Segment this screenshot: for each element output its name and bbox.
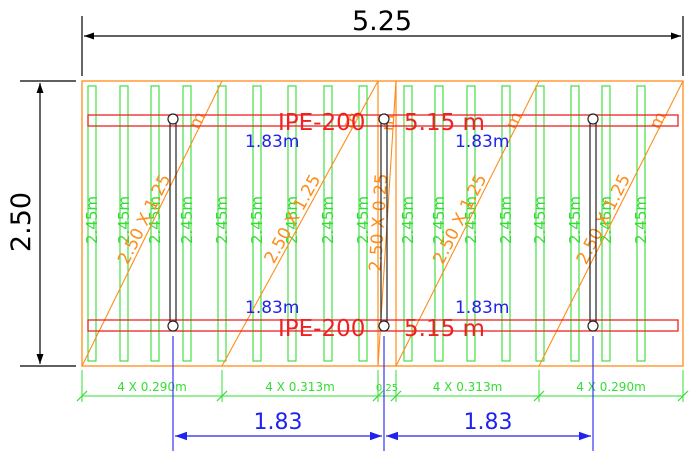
plank [287, 85, 297, 362]
panel-diagonal [221, 80, 379, 367]
plank-length-label: 2.45m [531, 196, 549, 244]
overall-height-label: 2.50 [6, 192, 37, 252]
support-pin [587, 113, 599, 125]
plank [150, 85, 160, 362]
support-pin [167, 113, 179, 125]
plank-length-label: 2.45m [283, 196, 301, 244]
plank [601, 85, 611, 362]
plank [403, 85, 413, 362]
plank-length-label: 2.45m [248, 196, 266, 244]
panel-diagonal [395, 80, 540, 367]
overall-width-dimension: 5.25 [81, 6, 684, 76]
support-spacing-dimension: 1.83 1.83 [172, 336, 594, 451]
support-spacing-label: 1.83 [254, 410, 303, 435]
support-spacing-label: 1.83 [464, 410, 513, 435]
top-beam-length: 5.15 m [404, 110, 485, 136]
segment-dimension-label: 4 X 0.313m [265, 380, 335, 394]
panel-size-label: 2.50 X 1.25 [261, 171, 326, 267]
plank-length-label: 2.45m [399, 196, 417, 244]
plank [182, 85, 192, 362]
spacing-label-bottom-left: 1.83m [245, 298, 299, 318]
panel-diagonal [81, 80, 223, 367]
segment-dimension-label: 0.25 [376, 383, 398, 394]
spacing-label-bottom-right: 1.83m [455, 298, 509, 318]
spacing-label-top-right: 1.83m [455, 132, 509, 152]
plank-length-label: 2.45m [319, 196, 337, 244]
plank-layer: 2.45m 2.45m 2.45m 2.45m 2.45m 2.45m 2.45m 2.45m… [83, 85, 650, 362]
plank [535, 85, 545, 362]
segment-dimension-label: 4 X 0.290m [117, 380, 187, 394]
support-pin [378, 320, 390, 332]
spacing-label-top-left: 1.83m [245, 132, 299, 152]
plank [570, 85, 580, 362]
panel-diagonal [538, 80, 684, 367]
overall-width-label: 5.25 [352, 6, 412, 37]
plank [434, 85, 444, 362]
plank-length-label: 2.45m [597, 196, 615, 244]
bottom-beam-label: IPE-200 [278, 316, 365, 342]
plank-length-label: 2.45m [115, 196, 133, 244]
support-pin [587, 320, 599, 332]
plank-length-label: 2.45m [632, 196, 650, 244]
plank [119, 85, 129, 362]
plank-length-label: 2.45m [178, 196, 196, 244]
plank-length-label: 2.45m [566, 196, 584, 244]
plank-length-label: 2.45m [213, 196, 231, 244]
segment-dimension-label: 4 X 0.313m [433, 380, 503, 394]
overall-height-dimension: 2.50 [6, 80, 76, 367]
column-links [167, 113, 599, 332]
plank [358, 85, 368, 362]
support-pin [167, 320, 179, 332]
panel-size-label: 2.50 X 0.25 [366, 173, 392, 272]
plank-length-label: 2.45m [354, 196, 372, 244]
plank [323, 85, 333, 362]
plank-length-label: 2.45m [83, 196, 101, 244]
plank [501, 85, 511, 362]
top-beam-label: IPE-200 [278, 110, 365, 136]
formwork-outline [81, 80, 684, 367]
plank [87, 85, 97, 362]
plank [636, 85, 646, 362]
plank-length-label: 2.45m [430, 196, 448, 244]
plank [217, 85, 227, 362]
segment-dimension-line: 4 X 0.290m 4 X 0.313m 0.25 4 X 0.313m 4 X 0.… [76, 370, 689, 402]
segment-dimension-label: 4 X 0.290m [576, 380, 646, 394]
support-pin [378, 113, 390, 125]
plank [252, 85, 262, 362]
plank-length-label: 2.45m [497, 196, 515, 244]
bottom-beam-length: 5.15 m [404, 316, 485, 342]
